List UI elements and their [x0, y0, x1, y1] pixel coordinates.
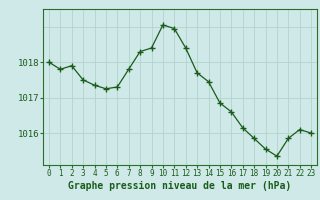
- X-axis label: Graphe pression niveau de la mer (hPa): Graphe pression niveau de la mer (hPa): [68, 181, 292, 191]
